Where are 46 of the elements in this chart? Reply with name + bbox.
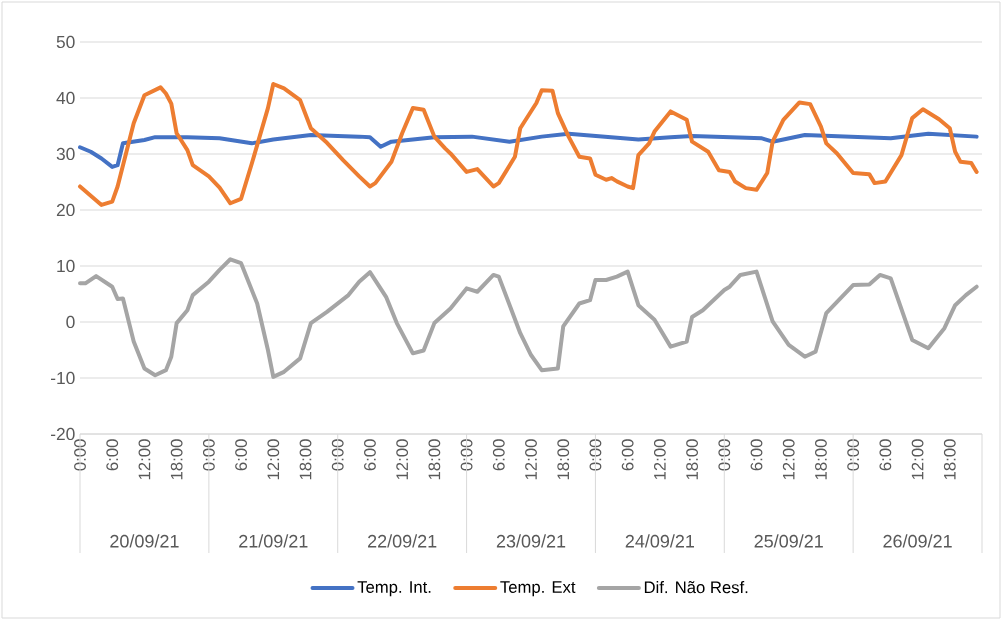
text: 21/09/21 bbox=[239, 534, 308, 548]
x-tick-label: 6:00 bbox=[879, 439, 892, 471]
x-tick-label: 0:00 bbox=[460, 439, 473, 471]
x-tick-label: 12:00 bbox=[396, 439, 409, 480]
text: 26/09/21 bbox=[883, 534, 952, 548]
x-tick-label: 0:00 bbox=[847, 439, 860, 471]
x-tick-label: 18:00 bbox=[686, 439, 698, 480]
x-tick-label: 18:00 bbox=[170, 439, 183, 480]
legend-label: Temp. Int. bbox=[357, 581, 431, 597]
x-tick-label: 6:00 bbox=[235, 439, 247, 471]
y-tick-label: 30 bbox=[56, 147, 75, 161]
x-tick-label: 12:00 bbox=[653, 439, 666, 480]
x-tick-label: 12:00 bbox=[525, 439, 537, 480]
x-tick-label: 0:00 bbox=[202, 439, 215, 471]
y-tick-label: 50 bbox=[56, 35, 75, 49]
x-tick-label: 18:00 bbox=[557, 439, 570, 480]
y-tick-label: 40 bbox=[56, 91, 75, 105]
y-tick-label: 20 bbox=[56, 203, 75, 217]
text: 25/09/21 bbox=[754, 534, 823, 548]
x-tick-label: 0:00 bbox=[331, 439, 344, 471]
x-tick-label: 0:00 bbox=[589, 439, 602, 471]
x-tick-label: 18:00 bbox=[428, 439, 441, 480]
x-tick-label: 6:00 bbox=[750, 439, 763, 471]
text: 22/09/21 bbox=[368, 534, 437, 548]
x-tick-label: 6:00 bbox=[364, 439, 376, 471]
text: 23/09/21 bbox=[496, 534, 566, 548]
x-tick-label: 6:00 bbox=[106, 439, 119, 471]
y-tick-label: -20 bbox=[51, 427, 75, 441]
text: 24/09/21 bbox=[625, 534, 695, 548]
y-tick-label: 0 bbox=[66, 315, 75, 329]
x-tick-label: 0:00 bbox=[718, 439, 731, 471]
x-tick-label: 12:00 bbox=[911, 439, 924, 480]
legend-label: Dif. Não Resf. bbox=[644, 581, 748, 594]
x-tick-label: 6:00 bbox=[492, 439, 505, 471]
legend-label: Temp. Ext bbox=[500, 581, 576, 597]
x-tick-label: 12:00 bbox=[138, 439, 151, 480]
x-tick-label: 12:00 bbox=[782, 439, 795, 480]
x-tick-label: 18:00 bbox=[299, 439, 312, 480]
x-tick-label: 0:00 bbox=[74, 439, 86, 471]
x-tick-label: 6:00 bbox=[621, 439, 634, 471]
x-tick-label: 18:00 bbox=[815, 439, 827, 480]
y-tick-label: 10 bbox=[57, 259, 75, 273]
text: 20/09/21 bbox=[110, 534, 179, 548]
y-tick-label: -10 bbox=[51, 371, 75, 385]
x-tick-label: 12:00 bbox=[267, 439, 280, 480]
x-tick-label: 18:00 bbox=[943, 439, 956, 480]
